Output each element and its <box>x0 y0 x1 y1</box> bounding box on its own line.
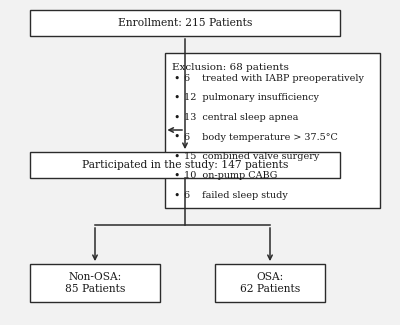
Text: •: • <box>174 73 180 84</box>
Text: •: • <box>174 190 180 201</box>
Text: Participated in the study: 147 patients: Participated in the study: 147 patients <box>82 160 288 170</box>
Text: OSA:
62 Patients: OSA: 62 Patients <box>240 272 300 294</box>
FancyBboxPatch shape <box>30 152 340 178</box>
FancyBboxPatch shape <box>30 264 160 302</box>
Text: Exclusion: 68 patients: Exclusion: 68 patients <box>172 62 288 72</box>
Text: 6    body temperature > 37.5°C: 6 body temperature > 37.5°C <box>184 133 338 141</box>
Text: 10  on-pump CABG: 10 on-pump CABG <box>184 172 278 180</box>
Text: •: • <box>174 112 180 123</box>
Text: •: • <box>174 93 180 103</box>
Text: 12  pulmonary insufficiency: 12 pulmonary insufficiency <box>184 94 320 102</box>
Text: 15  combined valve surgery: 15 combined valve surgery <box>184 152 320 161</box>
Text: Enrollment: 215 Patients: Enrollment: 215 Patients <box>118 18 252 28</box>
Text: •: • <box>174 171 180 181</box>
Text: 13  central sleep apnea: 13 central sleep apnea <box>184 113 299 122</box>
Text: 6    treated with IABP preoperatively: 6 treated with IABP preoperatively <box>184 74 364 83</box>
FancyBboxPatch shape <box>215 264 325 302</box>
Text: 6    failed sleep study: 6 failed sleep study <box>184 191 288 200</box>
FancyBboxPatch shape <box>164 53 380 207</box>
Text: Non-OSA:
85 Patients: Non-OSA: 85 Patients <box>65 272 125 294</box>
FancyBboxPatch shape <box>30 10 340 36</box>
Text: •: • <box>174 151 180 162</box>
Text: •: • <box>174 132 180 142</box>
